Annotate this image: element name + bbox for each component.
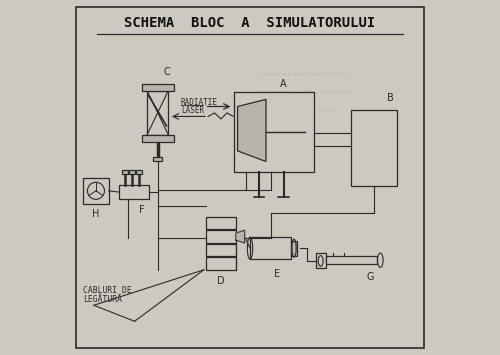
Bar [291, 241, 297, 256]
Text: A: A [280, 79, 287, 89]
Bar [351, 110, 398, 186]
Text: RADIATIE: RADIATIE [181, 98, 218, 108]
Bar [206, 217, 236, 229]
Bar [234, 92, 314, 172]
Text: Bice = (791 — 5001): Bice = (791 — 5001) [270, 108, 336, 113]
Polygon shape [236, 230, 244, 243]
Bar [122, 170, 128, 174]
Text: aparatura electronics (191): aparatura electronics (191) [260, 72, 346, 77]
Text: SCHEMA  BLOC  A  SIMULATORULUI: SCHEMA BLOC A SIMULATORULUI [124, 16, 376, 30]
Bar [206, 230, 236, 243]
Bar [118, 185, 149, 199]
Text: LASER: LASER [181, 105, 204, 115]
Bar [326, 256, 377, 264]
Bar [206, 257, 236, 270]
Bar [147, 91, 169, 135]
Text: CABLURI DE: CABLURI DE [83, 286, 132, 295]
Text: D: D [217, 276, 224, 286]
Text: B: B [387, 93, 394, 103]
Text: C: C [163, 66, 170, 77]
Text: F: F [139, 205, 144, 215]
Bar [142, 135, 174, 142]
Text: LEGĂTURĂ: LEGĂTURĂ [83, 295, 122, 305]
Bar [130, 170, 135, 174]
Bar [250, 237, 291, 259]
Text: H: H [92, 208, 100, 219]
Text: botoșneasdv / (Mia. Insofetilor: botoșneasdv / (Mia. Insofetilor [256, 90, 351, 95]
Bar [136, 170, 142, 174]
Polygon shape [238, 99, 266, 162]
Text: G: G [367, 272, 374, 283]
Bar [154, 157, 162, 161]
Bar [83, 178, 108, 204]
Text: E: E [274, 269, 280, 279]
Bar [206, 244, 236, 256]
Bar [142, 84, 174, 91]
Bar [316, 253, 326, 268]
Text: atorului —: atorului — [287, 125, 320, 130]
